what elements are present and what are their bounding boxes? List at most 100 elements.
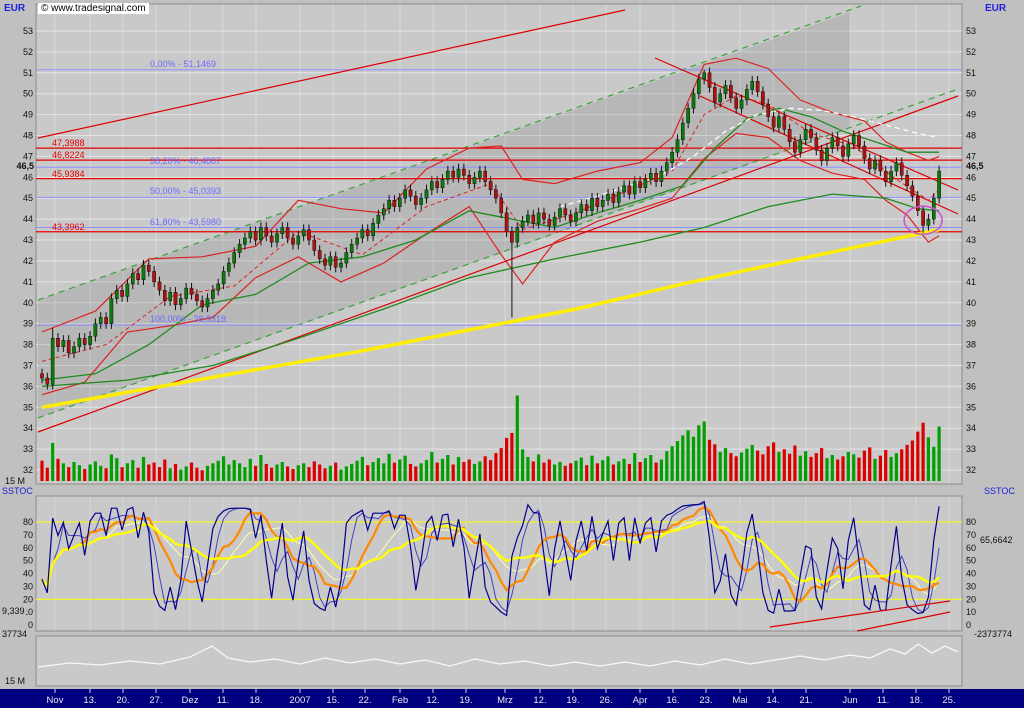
volume-bar bbox=[889, 456, 893, 481]
candle-body bbox=[600, 200, 605, 207]
volume-bar bbox=[259, 455, 263, 481]
volume-bar bbox=[339, 469, 343, 481]
candle-body bbox=[45, 377, 50, 385]
volume-bar bbox=[398, 459, 402, 481]
price-tick-label: 34 bbox=[966, 423, 976, 433]
volume-bar bbox=[125, 463, 129, 481]
volume-bar bbox=[307, 467, 311, 481]
candle-body bbox=[419, 197, 423, 205]
bottom-indicator-pane[interactable] bbox=[35, 635, 963, 687]
candle-body bbox=[200, 300, 205, 308]
main-chart-pane[interactable] bbox=[35, 3, 963, 485]
candle-body bbox=[659, 170, 664, 182]
volume-bar bbox=[152, 462, 156, 481]
candle-body bbox=[611, 193, 616, 203]
time-axis-label: 21. bbox=[799, 695, 812, 706]
candle-body bbox=[157, 281, 162, 291]
volume-bar bbox=[296, 465, 300, 481]
candle-body bbox=[531, 214, 536, 224]
candle-body bbox=[98, 317, 103, 324]
candle-body bbox=[862, 145, 867, 159]
candle-body bbox=[50, 338, 55, 385]
volume-bar bbox=[328, 465, 332, 481]
trendline[interactable] bbox=[699, 95, 959, 215]
candle-body bbox=[894, 162, 899, 172]
volume-bar bbox=[56, 458, 60, 481]
candle-body bbox=[259, 227, 263, 241]
candle-body bbox=[616, 191, 621, 203]
volume-bar bbox=[510, 432, 514, 481]
volume-bar bbox=[440, 458, 445, 481]
candle-body bbox=[488, 181, 493, 191]
volume-bar bbox=[739, 452, 744, 481]
time-axis-label: Dez bbox=[182, 695, 199, 706]
ma-green-slow bbox=[41, 193, 940, 388]
stoch-tick-label: 80 bbox=[23, 517, 33, 527]
price-tick-label: 44 bbox=[23, 214, 33, 224]
candle-body bbox=[883, 170, 888, 182]
time-axis-label: Nov bbox=[47, 695, 64, 706]
volume-bar bbox=[585, 465, 589, 481]
trendline[interactable] bbox=[37, 9, 626, 139]
price-tick-label: 43 bbox=[23, 235, 33, 245]
volume-bar bbox=[280, 462, 284, 481]
lower-envelope-line bbox=[41, 132, 940, 396]
volume-bar bbox=[83, 469, 87, 481]
trendline[interactable] bbox=[654, 57, 959, 191]
time-axis-label: 18. bbox=[909, 695, 922, 706]
volume-bar bbox=[766, 446, 770, 481]
stoch-tick-label: 70 bbox=[23, 530, 33, 540]
candle-body bbox=[595, 197, 600, 207]
volume-bar bbox=[115, 458, 119, 481]
volume-bar bbox=[120, 467, 124, 481]
candle-body bbox=[873, 160, 877, 170]
price-tick-label: 47 bbox=[23, 151, 33, 161]
stoch-trendline[interactable] bbox=[769, 600, 951, 628]
candle-body bbox=[937, 170, 941, 199]
volume-bar bbox=[563, 465, 567, 481]
candle-body bbox=[504, 212, 509, 232]
volume-bar bbox=[430, 451, 434, 481]
stoch-tick-label: 30 bbox=[966, 581, 976, 591]
volume-bar bbox=[312, 461, 316, 481]
price-tick-label: 45 bbox=[23, 193, 33, 203]
volume-bar bbox=[499, 448, 503, 481]
price-tick-label: 33 bbox=[23, 444, 33, 454]
volume-bar bbox=[857, 457, 861, 481]
annotation-circle[interactable] bbox=[903, 205, 943, 235]
volume-bar bbox=[456, 456, 461, 481]
volume-bar bbox=[414, 466, 418, 481]
volume-bar bbox=[334, 462, 338, 481]
volume-bar bbox=[61, 463, 65, 481]
candle-body bbox=[702, 72, 706, 80]
candle-body bbox=[846, 143, 851, 157]
candle-body bbox=[825, 147, 829, 161]
stochastic-pane[interactable] bbox=[35, 495, 963, 632]
candle-body bbox=[851, 135, 856, 145]
trendline[interactable] bbox=[37, 95, 959, 433]
stoch-tick-label: 50 bbox=[23, 556, 33, 566]
candle-body bbox=[462, 168, 466, 176]
candle-body bbox=[195, 294, 199, 301]
candle-body bbox=[632, 181, 637, 195]
volume-bar bbox=[494, 453, 498, 481]
candle-body bbox=[547, 218, 552, 226]
volume-bar bbox=[547, 459, 551, 481]
candle-body bbox=[905, 174, 909, 186]
volume-bar bbox=[505, 437, 509, 481]
candle-body bbox=[456, 168, 461, 178]
volume-bar bbox=[937, 426, 941, 481]
candle-body bbox=[323, 258, 327, 266]
time-axis-label: Jun bbox=[842, 695, 857, 706]
volume-bar bbox=[569, 463, 573, 481]
price-tick-label: 35 bbox=[23, 402, 33, 412]
stoch-trendline[interactable] bbox=[856, 611, 951, 632]
volume-bar bbox=[526, 456, 530, 481]
volume-bar bbox=[302, 463, 306, 481]
volume-bar bbox=[131, 460, 135, 481]
candle-body bbox=[761, 91, 765, 105]
candle-body bbox=[339, 262, 343, 268]
volume-bar bbox=[846, 451, 850, 481]
stoch-tick-label: 40 bbox=[966, 569, 976, 579]
